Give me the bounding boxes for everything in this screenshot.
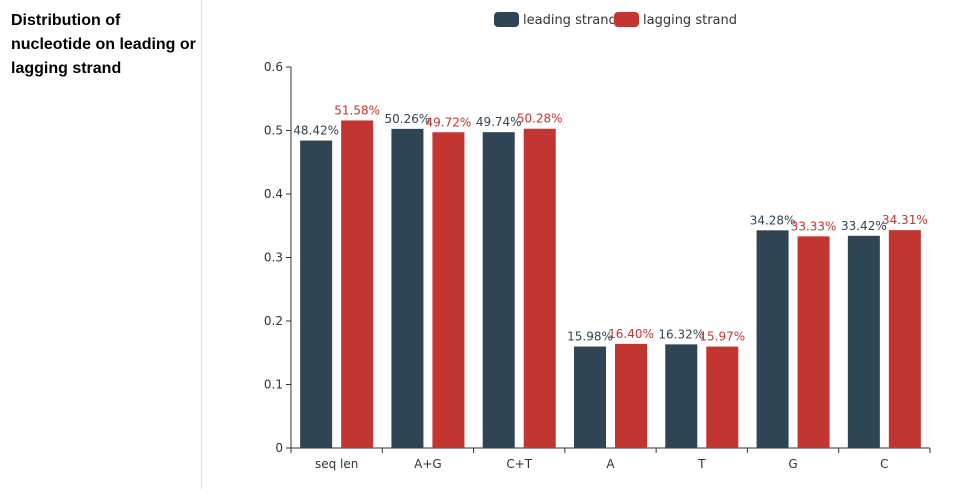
bar-value-label: 51.58%	[334, 103, 380, 117]
bar-leading	[482, 132, 515, 448]
legend-swatch-lagging	[614, 12, 639, 27]
bar-value-label: 50.28%	[517, 112, 563, 126]
bar-lagging	[797, 236, 830, 448]
bar-lagging	[432, 132, 465, 448]
bar-value-label: 49.72%	[426, 115, 472, 129]
x-tick-label: G	[788, 457, 797, 471]
legend-swatch-leading	[494, 12, 519, 27]
panel-title: Distribution of nucleotide on leading or…	[11, 12, 196, 77]
x-tick-label: A	[606, 457, 615, 471]
bar-lagging	[706, 346, 739, 448]
y-tick-label: 0.2	[264, 314, 283, 328]
bar-value-label: 34.31%	[882, 213, 928, 227]
x-tick-label: C+T	[506, 457, 532, 471]
bar-value-label: 49.74%	[476, 115, 522, 129]
bar-leading	[300, 140, 333, 448]
bar-value-label: 50.26%	[385, 112, 431, 126]
chart-area: 0 0.1 0.2 0.3 0.4 0.5 0.6 seq len A+G C+T A T G C 48.4…	[203, 0, 973, 489]
legend-label-leading: leading strand	[523, 13, 617, 28]
bar-leading	[847, 235, 880, 448]
bar-lagging	[523, 128, 556, 449]
bar-lagging	[615, 343, 647, 448]
bar-leading	[391, 128, 424, 448]
x-tick-label: C	[880, 457, 888, 471]
bar-value-label: 16.40%	[608, 327, 654, 341]
side-panel: Distribution of nucleotide on leading or…	[0, 0, 202, 489]
legend-label-lagging: lagging strand	[643, 13, 737, 28]
y-tick-label: 0.5	[264, 124, 283, 138]
x-tick-label: A+G	[414, 457, 442, 471]
bar-value-label: 34.28%	[750, 213, 796, 227]
bar-chart: 0 0.1 0.2 0.3 0.4 0.5 0.6 seq len A+G C+T A T G C 48.4…	[264, 12, 931, 471]
y-tick-label: 0.4	[264, 187, 283, 201]
y-tick-label: 0.1	[264, 378, 283, 392]
y-tick-label: 0	[275, 441, 283, 455]
x-tick-label: seq len	[315, 457, 358, 471]
bar-value-label: 15.97%	[699, 330, 745, 344]
y-tick-label: 0.3	[264, 251, 283, 265]
bar-value-label: 33.42%	[841, 219, 887, 233]
x-tick-label: T	[697, 457, 706, 471]
bar-value-label: 33.33%	[791, 219, 837, 233]
bar-leading	[756, 230, 789, 448]
bar-leading	[665, 344, 698, 448]
bar-value-label: 48.42%	[293, 124, 339, 138]
y-tick-label: 0.6	[264, 60, 283, 74]
bar-value-label: 16.32%	[658, 327, 704, 341]
bar-value-label: 15.98%	[567, 330, 613, 344]
bar-lagging	[888, 230, 921, 448]
bar-leading	[574, 346, 606, 448]
bar-lagging	[341, 120, 374, 448]
